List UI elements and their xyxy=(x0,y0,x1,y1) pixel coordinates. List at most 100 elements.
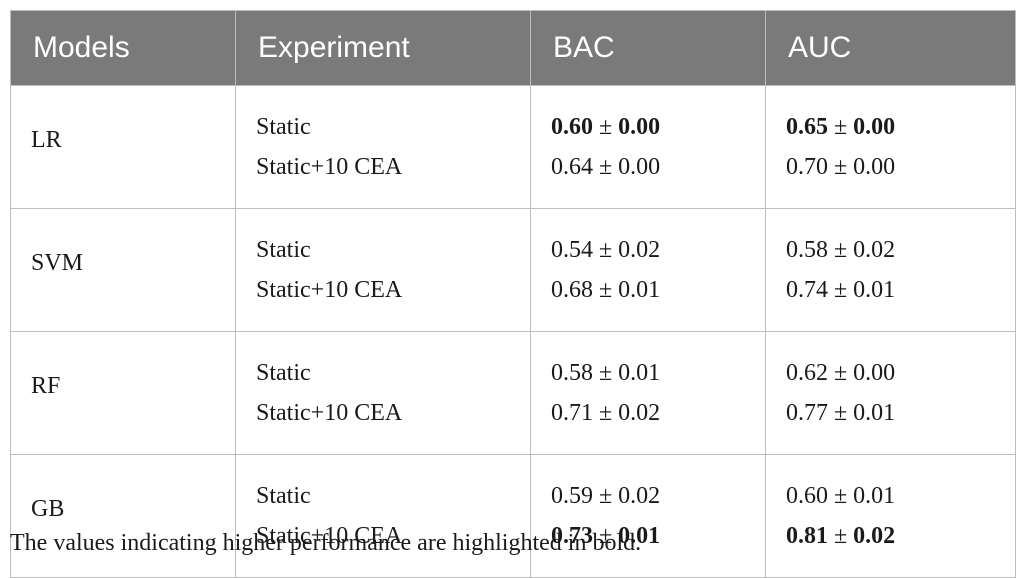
bac-value: 0.64 ± 0.00 xyxy=(551,147,765,187)
bac-sd: 0.02 xyxy=(618,483,661,509)
plus-minus: ± xyxy=(599,114,613,140)
auc-sd: 0.01 xyxy=(853,400,896,426)
plus-minus: ± xyxy=(834,483,848,509)
bac-sd: 0.00 xyxy=(618,154,661,180)
experiment-cell: Static Static+10 CEA xyxy=(235,454,531,578)
experiment-label: Static xyxy=(256,237,311,263)
model-name: SVM xyxy=(31,250,84,276)
auc-cell: 0.58 ± 0.02 0.74 ± 0.01 xyxy=(765,208,1016,332)
auc-value: 0.70 ± 0.00 xyxy=(786,147,1015,187)
experiment-label: Static xyxy=(256,114,311,140)
bac-value: 0.73 ± 0.01 xyxy=(551,516,765,556)
plus-minus: ± xyxy=(599,154,613,180)
auc-mean: 0.81 xyxy=(786,523,828,549)
auc-mean: 0.77 xyxy=(786,400,828,426)
auc-sd: 0.01 xyxy=(853,483,896,509)
plus-minus: ± xyxy=(599,483,613,509)
experiment-label: Static+10 CEA xyxy=(256,523,403,549)
plus-minus: ± xyxy=(599,523,613,549)
auc-cell: 0.62 ± 0.00 0.77 ± 0.01 xyxy=(765,331,1016,455)
experiment-label: Static+10 CEA xyxy=(256,400,403,426)
model-cell: SVM xyxy=(10,208,236,332)
experiment-label: Static+10 CEA xyxy=(256,277,403,303)
auc-cell: 0.65 ± 0.00 0.70 ± 0.00 xyxy=(765,85,1016,209)
bac-mean: 0.58 xyxy=(551,360,593,386)
bac-mean: 0.73 xyxy=(551,523,593,549)
model-cell: GB xyxy=(10,454,236,578)
table-row: SVM Static Static+10 CEA 0.54 ± 0.02 0.6… xyxy=(10,208,1016,332)
auc-sd: 0.02 xyxy=(853,523,896,549)
model-name: GB xyxy=(31,496,65,522)
model-name: RF xyxy=(31,373,61,399)
plus-minus: ± xyxy=(834,114,848,140)
bac-sd: 0.02 xyxy=(618,237,661,263)
bac-sd: 0.02 xyxy=(618,400,661,426)
table-body: LR Static Static+10 CEA 0.60 ± 0.00 0.64… xyxy=(10,85,1016,578)
results-table: Models Experiment BAC AUC LR Static Stat… xyxy=(10,10,1016,578)
auc-value: 0.77 ± 0.01 xyxy=(786,393,1015,433)
bac-cell: 0.60 ± 0.00 0.64 ± 0.00 xyxy=(530,85,766,209)
bac-value: 0.71 ± 0.02 xyxy=(551,393,765,433)
plus-minus: ± xyxy=(599,400,613,426)
experiment-label: Static xyxy=(256,360,311,386)
plus-minus: ± xyxy=(599,360,613,386)
plus-minus: ± xyxy=(834,277,848,303)
bac-sd: 0.00 xyxy=(618,114,661,140)
bac-mean: 0.60 xyxy=(551,114,593,140)
table-row: LR Static Static+10 CEA 0.60 ± 0.00 0.64… xyxy=(10,85,1016,209)
plus-minus: ± xyxy=(834,523,848,549)
bac-value: 0.54 ± 0.02 xyxy=(551,230,765,270)
auc-mean: 0.70 xyxy=(786,154,828,180)
auc-value: 0.65 ± 0.00 xyxy=(786,107,1015,147)
header-experiment: Experiment xyxy=(235,10,531,86)
bac-value: 0.60 ± 0.00 xyxy=(551,107,765,147)
auc-mean: 0.62 xyxy=(786,360,828,386)
auc-sd: 0.00 xyxy=(853,154,896,180)
auc-mean: 0.60 xyxy=(786,483,828,509)
plus-minus: ± xyxy=(599,237,613,263)
table-row: GB Static Static+10 CEA 0.59 ± 0.02 0.73… xyxy=(10,454,1016,578)
table-footnote: The values indicating higher performance… xyxy=(10,530,642,556)
header-auc: AUC xyxy=(765,10,1016,86)
bac-sd: 0.01 xyxy=(618,277,661,303)
bac-value: 0.58 ± 0.01 xyxy=(551,353,765,393)
auc-value: 0.74 ± 0.01 xyxy=(786,270,1015,310)
auc-sd: 0.00 xyxy=(853,114,896,140)
auc-value: 0.81 ± 0.02 xyxy=(786,516,1015,556)
auc-value: 0.58 ± 0.02 xyxy=(786,230,1015,270)
bac-cell: 0.54 ± 0.02 0.68 ± 0.01 xyxy=(530,208,766,332)
auc-sd: 0.01 xyxy=(853,277,896,303)
experiment-cell: Static Static+10 CEA xyxy=(235,331,531,455)
bac-mean: 0.54 xyxy=(551,237,593,263)
plus-minus: ± xyxy=(834,360,848,386)
auc-cell: 0.60 ± 0.01 0.81 ± 0.02 xyxy=(765,454,1016,578)
model-cell: LR xyxy=(10,85,236,209)
bac-cell: 0.58 ± 0.01 0.71 ± 0.02 xyxy=(530,331,766,455)
plus-minus: ± xyxy=(834,400,848,426)
plus-minus: ± xyxy=(834,154,848,180)
plus-minus: ± xyxy=(599,277,613,303)
table-row: RF Static Static+10 CEA 0.58 ± 0.01 0.71… xyxy=(10,331,1016,455)
experiment-label: Static xyxy=(256,483,311,509)
auc-sd: 0.00 xyxy=(853,360,896,386)
auc-mean: 0.74 xyxy=(786,277,828,303)
model-name: LR xyxy=(31,127,62,153)
experiment-cell: Static Static+10 CEA xyxy=(235,85,531,209)
auc-mean: 0.65 xyxy=(786,114,828,140)
auc-value: 0.62 ± 0.00 xyxy=(786,353,1015,393)
plus-minus: ± xyxy=(834,237,848,263)
model-cell: RF xyxy=(10,331,236,455)
header-models: Models xyxy=(10,10,236,86)
auc-mean: 0.58 xyxy=(786,237,828,263)
experiment-cell: Static Static+10 CEA xyxy=(235,208,531,332)
bac-mean: 0.59 xyxy=(551,483,593,509)
bac-mean: 0.64 xyxy=(551,154,593,180)
header-bac: BAC xyxy=(530,10,766,86)
results-table-container: Models Experiment BAC AUC LR Static Stat… xyxy=(10,10,1016,578)
bac-value: 0.68 ± 0.01 xyxy=(551,270,765,310)
bac-sd: 0.01 xyxy=(618,360,661,386)
bac-mean: 0.71 xyxy=(551,400,593,426)
bac-sd: 0.01 xyxy=(618,523,661,549)
auc-sd: 0.02 xyxy=(853,237,896,263)
header-row: Models Experiment BAC AUC xyxy=(10,10,1016,86)
